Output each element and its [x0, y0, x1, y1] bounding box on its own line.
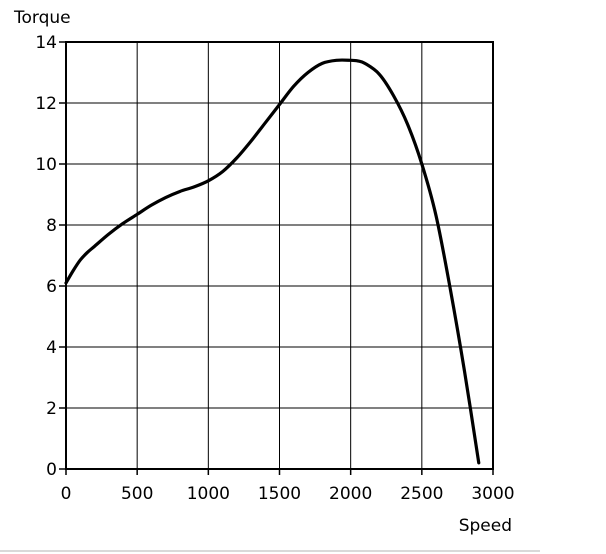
y-tick-label: 8 [46, 216, 57, 236]
y-tick-label: 12 [35, 94, 57, 114]
tick-labels: 0 500 1000 1500 2000 2500 3000 0 2 4 6 8 10 12 14 [35, 33, 514, 504]
y-tick-label: 0 [46, 460, 57, 480]
x-tick-label: 1000 [187, 484, 230, 504]
bottom-divider [0, 550, 540, 552]
x-tick-label: 3000 [471, 484, 514, 504]
y-tick-label: 6 [46, 277, 57, 297]
x-tick-label: 2500 [400, 484, 443, 504]
x-tick-label: 500 [121, 484, 153, 504]
series-layer [64, 58, 481, 465]
plot-frame [65, 41, 494, 470]
x-tick-label: 2000 [329, 484, 372, 504]
y-tick-label: 10 [35, 155, 57, 175]
y-tick-label: 2 [46, 399, 57, 419]
y-axis-title: Torque [13, 8, 71, 28]
y-tick-label: 4 [46, 338, 57, 358]
series-line [64, 58, 481, 465]
x-tick-label: 1500 [258, 484, 301, 504]
x-tick-label: 0 [61, 484, 72, 504]
y-tick-label: 14 [35, 33, 57, 53]
x-axis-title: Speed [459, 516, 512, 536]
